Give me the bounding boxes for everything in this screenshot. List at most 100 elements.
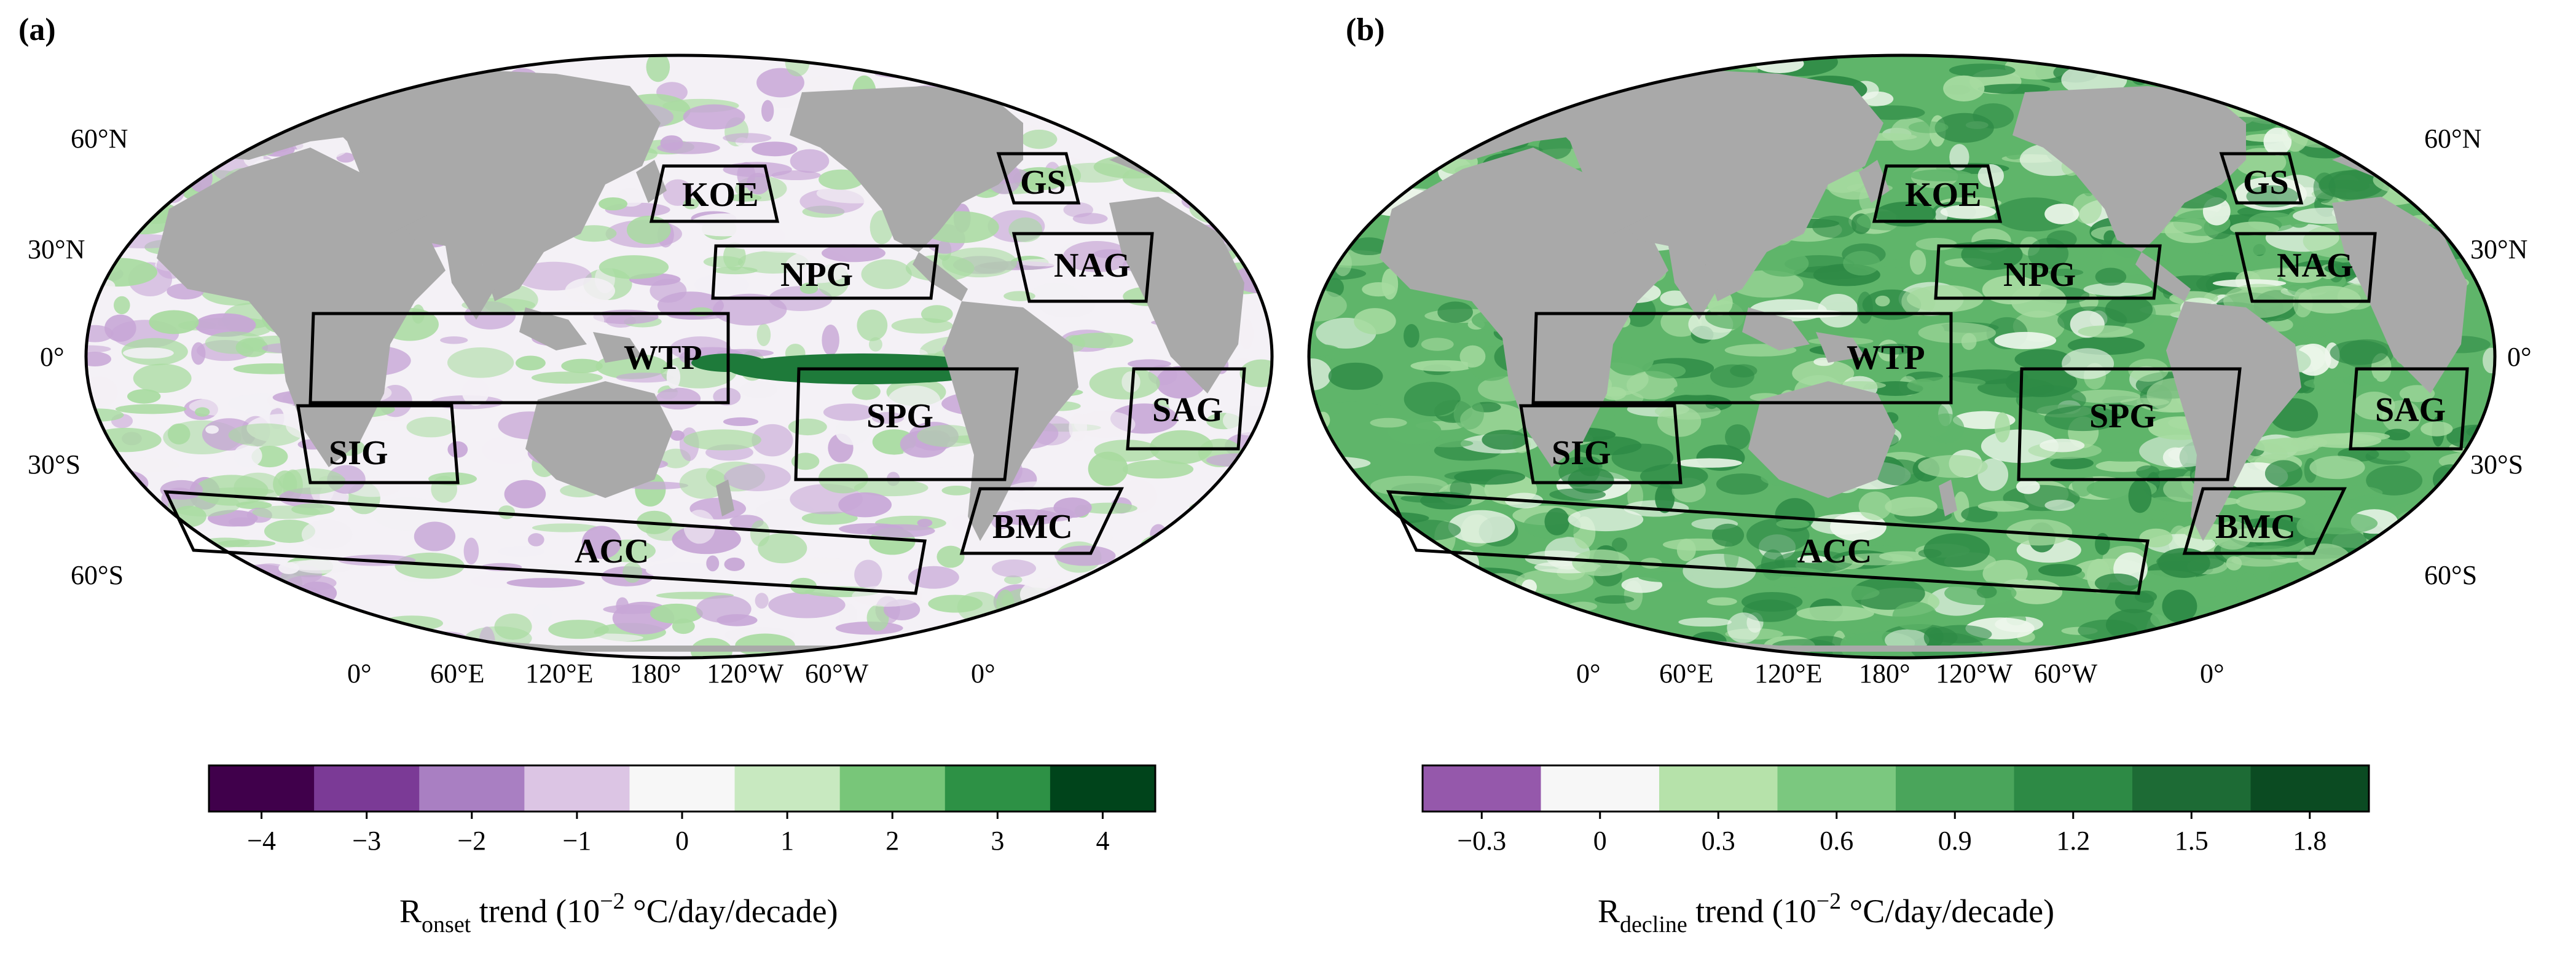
trend-field-patch bbox=[1758, 250, 1809, 277]
trend-field-patch bbox=[2268, 96, 2320, 117]
trend-field-patch bbox=[2280, 266, 2323, 283]
trend-field-patch bbox=[2062, 348, 2115, 379]
panel-a-map: KOE NPG GS NAG WTP SPG SAG SIG BMC ACC bbox=[84, 53, 1274, 660]
colorbar-swatch bbox=[1423, 765, 1541, 812]
trend-field-patch bbox=[1858, 491, 1892, 521]
panel-b-region-boxes bbox=[1386, 152, 2469, 595]
trend-field-patch bbox=[2382, 106, 2417, 130]
trend-field-patch bbox=[2263, 637, 2338, 653]
trend-field-patch bbox=[758, 533, 807, 564]
trend-field-patch bbox=[206, 148, 227, 161]
region-box-npg bbox=[1934, 244, 2162, 300]
trend-field-patch bbox=[2302, 606, 2332, 614]
colorbar-tick-label: −0.3 bbox=[1457, 826, 1506, 856]
trend-field-patch bbox=[768, 591, 846, 618]
trend-field-patch bbox=[86, 352, 112, 366]
trend-field-patch bbox=[1490, 606, 1569, 619]
trend-field-patch bbox=[1020, 81, 1034, 101]
trend-field-patch bbox=[790, 149, 830, 173]
trend-field-patch bbox=[166, 618, 238, 641]
trend-field-patch bbox=[1085, 580, 1140, 604]
trend-field-patch bbox=[712, 293, 787, 326]
trend-field-patch bbox=[1725, 424, 1751, 450]
trend-field-patch bbox=[1105, 628, 1166, 641]
trend-field-patch bbox=[414, 521, 456, 551]
trend-field-patch bbox=[1383, 143, 1401, 176]
trend-field-patch bbox=[86, 494, 121, 522]
trend-field-patch bbox=[717, 614, 758, 626]
trend-field-patch bbox=[1415, 94, 1457, 127]
trend-field-patch bbox=[2421, 421, 2453, 437]
colorbar-tick-label: 2 bbox=[886, 826, 899, 856]
region-label-sig: SIG bbox=[1552, 434, 1611, 472]
colorbar-swatch bbox=[2014, 765, 2133, 812]
trend-field-patch bbox=[1977, 500, 2029, 512]
trend-field-patch bbox=[723, 417, 759, 426]
trend-field-patch bbox=[506, 578, 585, 588]
trend-field-patch bbox=[138, 586, 194, 621]
trend-field-patch bbox=[2335, 432, 2390, 441]
region-box-spg bbox=[794, 367, 1019, 481]
trend-field-patch bbox=[1317, 592, 1346, 612]
trend-field-patch bbox=[2038, 564, 2082, 577]
colorbar-swatch bbox=[419, 765, 525, 812]
trend-field-patch bbox=[2342, 375, 2378, 386]
trend-field-patch bbox=[937, 545, 965, 568]
region-label-gs: GS bbox=[2243, 164, 2289, 202]
trend-field-patch bbox=[2286, 69, 2325, 83]
trend-field-patch bbox=[2483, 347, 2495, 374]
colorbar-swatch bbox=[1896, 765, 2014, 812]
trend-field-patch bbox=[1383, 63, 1447, 82]
trend-field-patch bbox=[1454, 469, 1526, 485]
panel-b-lon-180: 180° bbox=[1859, 658, 1910, 689]
region-label-gs: GS bbox=[1020, 164, 1066, 202]
trend-field-patch bbox=[887, 385, 941, 417]
trend-field-patch bbox=[1405, 66, 1431, 89]
trend-field-patch bbox=[86, 258, 158, 287]
trend-field-patch bbox=[1223, 111, 1272, 132]
trend-field-patch bbox=[1309, 234, 1332, 253]
trend-field-patch bbox=[785, 557, 856, 574]
trend-field-patch bbox=[599, 197, 628, 211]
trend-field-patch bbox=[1949, 144, 1969, 171]
trend-field-patch bbox=[1122, 460, 1194, 479]
trend-field-patch bbox=[857, 309, 888, 341]
trend-field-patch bbox=[1676, 539, 1696, 561]
region-label-bmc: BMC bbox=[992, 508, 1073, 546]
colorbar-tick-label: 1.5 bbox=[2175, 826, 2209, 856]
trend-field-patch bbox=[1387, 133, 1455, 162]
trend-field-patch bbox=[2044, 203, 2079, 224]
trend-field-patch bbox=[768, 95, 799, 108]
trend-field-patch bbox=[1309, 561, 1371, 584]
trend-field-patch bbox=[94, 152, 127, 187]
trend-field-patch bbox=[1477, 92, 1545, 119]
trend-field-patch bbox=[2078, 325, 2134, 338]
trend-field-patch bbox=[2095, 267, 2127, 286]
trend-field-patch bbox=[1572, 549, 1630, 577]
trend-field-patch bbox=[921, 305, 953, 323]
trend-field-patch bbox=[1490, 96, 1523, 122]
panel-a: (a) KOE NPG bbox=[18, 12, 1274, 938]
trend-field-patch bbox=[494, 613, 532, 640]
trend-field-patch bbox=[1876, 344, 1914, 355]
trend-field-patch bbox=[301, 520, 353, 550]
trend-field-patch bbox=[2016, 479, 2040, 494]
trend-field-patch bbox=[1450, 479, 1472, 499]
trend-field-patch bbox=[1949, 63, 2016, 77]
panel-a-lon-60w: 60°W bbox=[805, 658, 869, 689]
trend-field-patch bbox=[528, 533, 544, 547]
trend-field-patch bbox=[2276, 630, 2307, 653]
trend-field-patch bbox=[2224, 610, 2303, 622]
trend-field-patch bbox=[127, 64, 145, 83]
trend-field-patch bbox=[1088, 451, 1128, 486]
trend-field-patch bbox=[205, 55, 273, 81]
trend-field-patch bbox=[2263, 608, 2317, 618]
trend-field-patch bbox=[1328, 362, 1383, 390]
trend-field-patch bbox=[1121, 371, 1141, 393]
trend-field-patch bbox=[650, 603, 703, 624]
panel-b-lon-60w: 60°W bbox=[2034, 658, 2098, 689]
trend-field-patch bbox=[1239, 359, 1272, 387]
trend-field-patch bbox=[516, 355, 546, 371]
trend-field-patch bbox=[1386, 76, 1413, 93]
trend-field-patch bbox=[504, 480, 546, 508]
